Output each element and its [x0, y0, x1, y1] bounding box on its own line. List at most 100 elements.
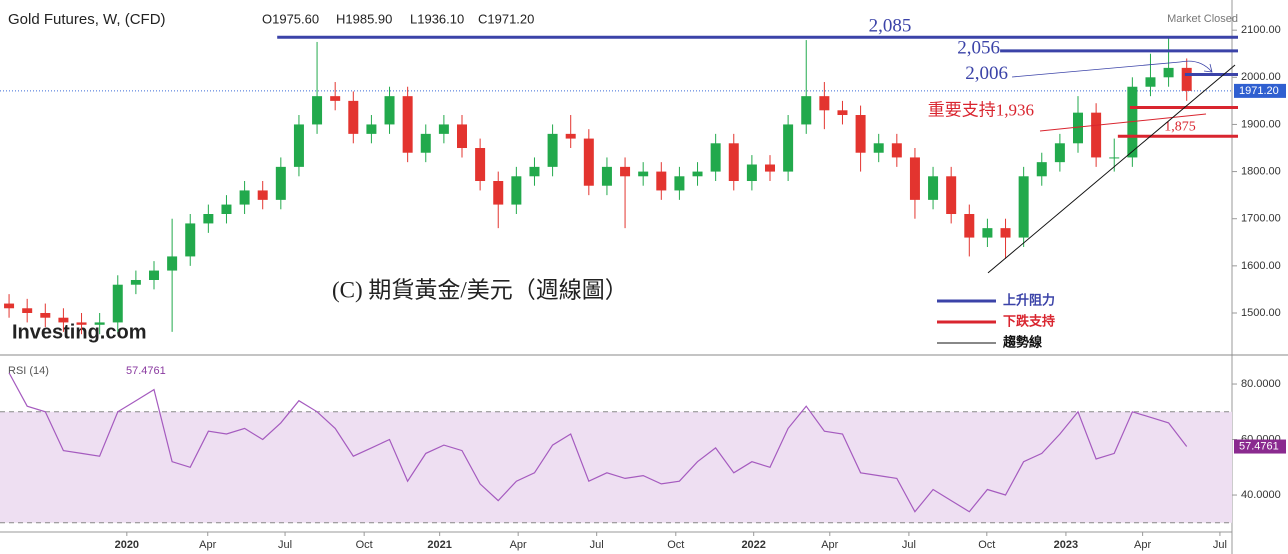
level-label: 重要支持1,936 — [928, 100, 1034, 119]
candle-body — [348, 100, 359, 134]
x-tick-label: Jul — [590, 539, 604, 551]
x-tick-label: Oct — [667, 539, 684, 551]
candle-body — [130, 279, 141, 285]
ohlc-value: H1985.90 — [336, 11, 392, 26]
candle-body — [58, 317, 69, 323]
legend-label: 下跌支持 — [1003, 313, 1055, 328]
pointer — [1039, 113, 1207, 132]
candle-body — [656, 171, 667, 191]
candle-body — [529, 166, 540, 177]
level-label: 2,056 — [957, 37, 1000, 58]
candle-body — [185, 223, 196, 257]
candle-body — [765, 164, 775, 172]
y-tick-label: 1500.00 — [1241, 307, 1281, 319]
candle-body — [112, 284, 123, 323]
x-tick-label: Apr — [510, 539, 527, 551]
candle-body — [692, 171, 703, 177]
rsi-line — [8, 372, 1188, 513]
candle-body — [801, 96, 812, 125]
candle-body — [149, 270, 159, 280]
candle-body — [221, 204, 232, 215]
x-tick-label: 2022 — [741, 539, 765, 551]
x-tick-label: 2023 — [1054, 539, 1078, 551]
candle-body — [312, 96, 323, 125]
candle-body — [438, 124, 449, 134]
candle-body — [946, 176, 957, 215]
ohlc-value: O1975.60 — [262, 11, 319, 26]
candle-body — [891, 143, 902, 158]
candle-body — [1000, 228, 1011, 238]
symbol: Gold Futures, W, (CFD) — [8, 11, 166, 28]
level-label: 2,006 — [965, 63, 1008, 84]
candle-body — [239, 190, 250, 205]
x-tick-label: 2020 — [115, 539, 139, 551]
candle-body — [620, 166, 631, 177]
candle-body — [1073, 112, 1083, 144]
candle-body — [1181, 67, 1192, 91]
candle-body — [1127, 86, 1138, 158]
candle-body — [511, 176, 522, 205]
x-tick-label: Jul — [902, 539, 916, 551]
candle-body — [1091, 112, 1102, 158]
legend-label: 趨勢線 — [1002, 334, 1043, 349]
candle-body — [22, 308, 33, 313]
y-tick-label: 1800.00 — [1241, 165, 1281, 177]
candle-body — [330, 96, 341, 101]
candle-body — [257, 190, 268, 200]
candle-body — [964, 214, 975, 238]
x-tick-label: Jul — [1213, 539, 1227, 551]
candle-body — [40, 312, 51, 318]
x-tick-label: Oct — [978, 539, 995, 551]
candle-body — [819, 96, 830, 111]
candle-body — [475, 148, 486, 182]
candle-body — [457, 124, 467, 149]
candle-body — [1018, 176, 1029, 238]
rsi-tag — [1234, 439, 1286, 454]
x-tick-label: Apr — [1134, 539, 1151, 551]
candle-body — [1145, 77, 1156, 87]
last-price-label: 1971.20 — [1239, 85, 1279, 97]
y-tick-label: 1700.00 — [1241, 213, 1281, 225]
level-label: 1,875 — [1164, 119, 1196, 134]
level-label: 2,085 — [869, 16, 912, 37]
pointer — [1011, 61, 1181, 78]
candle-body — [746, 164, 757, 182]
y-tick-label: 1600.00 — [1241, 260, 1281, 272]
market-status: Market Closed — [1167, 13, 1238, 25]
x-tick-label: Jul — [278, 539, 292, 551]
candle-body — [94, 322, 105, 325]
candle-body — [855, 115, 866, 153]
x-tick-label: 2021 — [427, 539, 451, 551]
x-tick-label: Apr — [199, 539, 216, 551]
pointer — [1179, 60, 1213, 73]
rsi-current: 57.4761 — [126, 365, 166, 377]
candle-body — [837, 110, 848, 116]
candle-body — [728, 143, 739, 182]
candle-body — [4, 303, 15, 309]
y-tick-label: 80.0000 — [1241, 378, 1281, 390]
candle-body — [1054, 143, 1065, 163]
last-price-tag — [1234, 83, 1286, 98]
candle-body — [275, 166, 286, 200]
candle-body — [710, 143, 721, 172]
candle-body — [384, 96, 395, 125]
candle-body — [982, 228, 993, 238]
y-tick-label: 2000.00 — [1241, 71, 1281, 83]
candle-body — [565, 133, 576, 139]
candle-body — [601, 166, 612, 186]
y-tick-label: 2100.00 — [1241, 24, 1281, 36]
candle-body — [366, 124, 377, 134]
candle-body — [493, 181, 504, 205]
chart-title: (C) 期貨黃金/美元（週線圖） — [332, 277, 628, 302]
ohlc-value: L1936.10 — [410, 11, 464, 26]
candle-body — [1036, 162, 1047, 177]
x-tick-label: Apr — [821, 539, 838, 551]
candle-body — [873, 143, 884, 153]
y-tick-label: 1900.00 — [1241, 118, 1281, 130]
legend-label: 上升阻力 — [1003, 292, 1055, 307]
ohlc-value: C1971.20 — [478, 11, 534, 26]
candle-body — [583, 138, 594, 186]
candle-body — [674, 176, 685, 191]
candle-body — [547, 133, 558, 167]
